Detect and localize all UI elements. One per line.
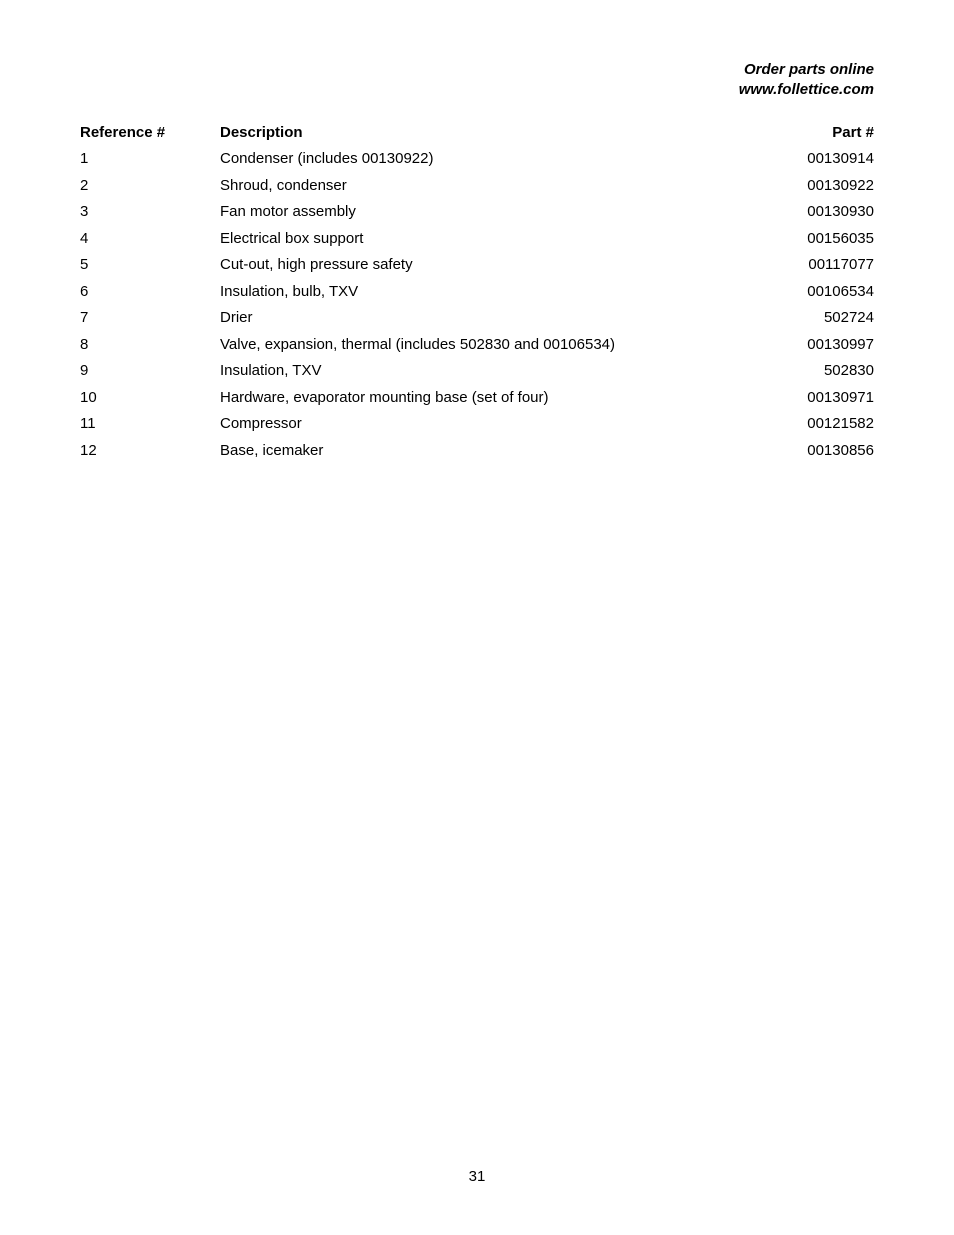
table-row: 8Valve, expansion, thermal (includes 502… [80, 332, 874, 359]
parts-table: Reference # Description Part # 1Condense… [80, 124, 874, 464]
cell-desc: Condenser (includes 00130922) [220, 146, 779, 173]
table-row: 11Compressor00121582 [80, 411, 874, 438]
cell-part: 00130922 [779, 173, 874, 200]
table-row: 2Shroud, condenser00130922 [80, 173, 874, 200]
cell-desc: Electrical box support [220, 226, 779, 253]
table-row: 5Cut-out, high pressure safety00117077 [80, 252, 874, 279]
cell-ref: 5 [80, 252, 220, 279]
cell-part: 00130971 [779, 385, 874, 412]
cell-part: 00130997 [779, 332, 874, 359]
cell-desc: Cut-out, high pressure safety [220, 252, 779, 279]
cell-desc: Shroud, condenser [220, 173, 779, 200]
cell-ref: 10 [80, 385, 220, 412]
header-order-info: Order parts online www.follettice.com [80, 60, 874, 99]
table-header-row: Reference # Description Part # [80, 124, 874, 146]
cell-part: 00117077 [779, 252, 874, 279]
cell-part: 00106534 [779, 279, 874, 306]
cell-ref: 6 [80, 279, 220, 306]
table-row: 9Insulation, TXV502830 [80, 358, 874, 385]
table-row: 4Electrical box support00156035 [80, 226, 874, 253]
cell-desc: Base, icemaker [220, 438, 779, 465]
column-header-reference: Reference # [80, 124, 220, 146]
cell-part: 00156035 [779, 226, 874, 253]
header-line1: Order parts online [80, 60, 874, 80]
table-row: 1Condenser (includes 00130922)00130914 [80, 146, 874, 173]
cell-ref: 2 [80, 173, 220, 200]
cell-ref: 9 [80, 358, 220, 385]
cell-part: 00121582 [779, 411, 874, 438]
column-header-description: Description [220, 124, 779, 146]
cell-desc: Fan motor assembly [220, 199, 779, 226]
cell-desc: Drier [220, 305, 779, 332]
cell-ref: 1 [80, 146, 220, 173]
cell-ref: 8 [80, 332, 220, 359]
cell-part: 00130856 [779, 438, 874, 465]
cell-desc: Hardware, evaporator mounting base (set … [220, 385, 779, 412]
table-row: 7Drier502724 [80, 305, 874, 332]
cell-desc: Compressor [220, 411, 779, 438]
cell-ref: 11 [80, 411, 220, 438]
table-body: 1Condenser (includes 00130922)00130914 2… [80, 146, 874, 464]
cell-ref: 12 [80, 438, 220, 465]
cell-part: 00130914 [779, 146, 874, 173]
column-header-part: Part # [779, 124, 874, 146]
cell-part: 502830 [779, 358, 874, 385]
cell-ref: 7 [80, 305, 220, 332]
table-row: 6Insulation, bulb, TXV00106534 [80, 279, 874, 306]
table-row: 3Fan motor assembly00130930 [80, 199, 874, 226]
table-row: 12Base, icemaker00130856 [80, 438, 874, 465]
cell-part: 00130930 [779, 199, 874, 226]
cell-desc: Insulation, bulb, TXV [220, 279, 779, 306]
cell-desc: Valve, expansion, thermal (includes 5028… [220, 332, 779, 359]
page-number: 31 [0, 1168, 954, 1185]
cell-part: 502724 [779, 305, 874, 332]
table-row: 10Hardware, evaporator mounting base (se… [80, 385, 874, 412]
cell-desc: Insulation, TXV [220, 358, 779, 385]
cell-ref: 3 [80, 199, 220, 226]
header-line2: www.follettice.com [80, 80, 874, 100]
cell-ref: 4 [80, 226, 220, 253]
